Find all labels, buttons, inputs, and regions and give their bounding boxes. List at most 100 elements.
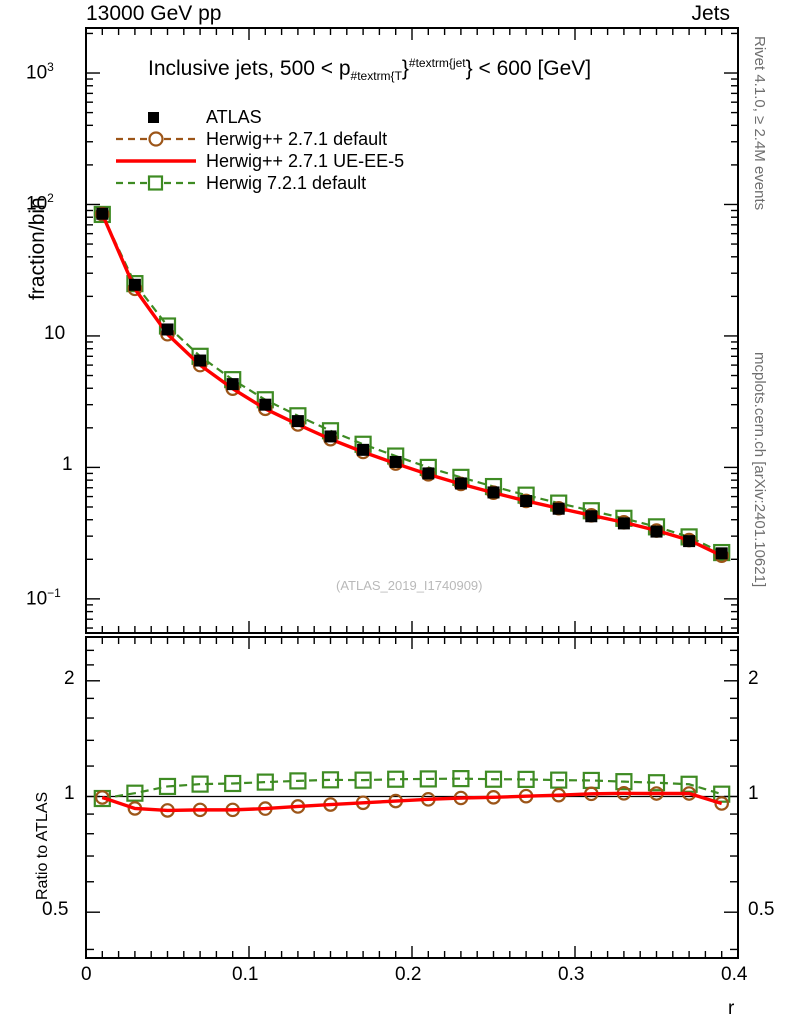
main-marker-open-circle xyxy=(257,401,273,417)
ratio-line-herwig-2-7-1-ue-ee-5 xyxy=(101,791,723,813)
ratio-marker-open-square xyxy=(550,771,568,789)
side-label-bottom: mcplots.cern.ch [arXiv:2401.10621] xyxy=(751,352,786,587)
main-marker-filled-square xyxy=(357,443,370,456)
ytick-exponent: −1 xyxy=(47,585,61,600)
main-marker-filled-square xyxy=(520,495,533,508)
ratio-marker-open-circle xyxy=(583,786,599,802)
ratio-marker-open-square xyxy=(713,785,731,803)
ratio-marker-open-circle xyxy=(225,802,240,818)
main-marker-open-circle xyxy=(355,444,371,460)
legend-marker-atlas xyxy=(148,112,159,123)
main-panel-title: Inclusive jets, 500 < p#textrm{T}#textrm… xyxy=(148,56,591,83)
ratio-marker-open-circle xyxy=(160,803,175,818)
ratio-ytick-label: 1 xyxy=(748,783,759,805)
ratio-marker-open-square xyxy=(484,770,503,788)
main-ytick-label: 102 xyxy=(26,191,54,215)
main-marker-open-circle xyxy=(714,548,729,563)
ratio-marker-open-circle xyxy=(649,786,664,801)
xaxis-label: r xyxy=(728,998,735,1019)
main-marker-filled-square xyxy=(422,467,435,480)
ratio-marker-open-circle xyxy=(355,795,371,811)
xtick-label: 0.2 xyxy=(395,964,422,985)
legend-marker-herwigpp-ueee5 xyxy=(116,159,196,163)
main-marker-open-square xyxy=(484,477,503,496)
main-marker-filled-square xyxy=(715,547,728,560)
ytick-base: 1 xyxy=(62,454,73,476)
ratio-panel-frame xyxy=(85,636,739,959)
ratio-marker-open-square xyxy=(321,771,340,789)
main-marker-open-circle xyxy=(388,456,403,471)
main-marker-open-square xyxy=(419,458,437,477)
main-marker-open-square xyxy=(289,407,307,425)
legend-item-herwigpp-ueee5: Herwig++ 2.7.1 UE-EE-5 xyxy=(114,150,404,172)
ratio-marker-open-circle xyxy=(681,786,697,801)
xtick-label: 0 xyxy=(81,964,92,985)
main-marker-open-circle xyxy=(551,500,566,516)
main-marker-open-square xyxy=(680,528,698,546)
ratio-marker-open-circle xyxy=(257,801,273,816)
main-marker-open-circle xyxy=(649,523,664,538)
ratio-marker-open-square xyxy=(93,789,111,808)
main-line-herwig-7-2-1-default xyxy=(101,213,723,554)
ratio-marker-open-circle xyxy=(192,802,208,818)
main-ytick-label: 1 xyxy=(62,454,73,476)
ytick-base: 10 xyxy=(44,322,66,344)
main-ylabel: fraction/bin xyxy=(26,197,129,324)
main-marker-open-square xyxy=(224,371,242,389)
ytick-exponent: 3 xyxy=(47,60,54,75)
ratio-marker-open-circle xyxy=(518,788,534,804)
ratio-marker-open-square xyxy=(517,770,535,788)
main-marker-filled-square xyxy=(650,525,663,538)
main-marker-open-circle xyxy=(290,417,306,432)
main-marker-filled-square xyxy=(194,354,207,367)
side-label-bottom-text: mcplots.cern.ch [arXiv:2401.10621] xyxy=(751,352,768,588)
ratio-line-herwig-7-2-1-default xyxy=(102,777,723,800)
main-marker-open-circle xyxy=(420,467,436,482)
main-line-herwig-2-7-1-ue-ee-5 xyxy=(100,213,723,558)
main-marker-open-square xyxy=(321,422,340,440)
main-marker-open-circle xyxy=(616,515,632,530)
legend-marker-herwig721-default xyxy=(116,175,196,191)
legend-item-herwigpp-default: Herwig++ 2.7.1 default xyxy=(114,128,387,150)
main-marker-filled-square xyxy=(454,477,467,490)
ratio-marker-open-circle xyxy=(388,793,403,809)
main-marker-filled-square xyxy=(161,323,174,336)
header-left: 13000 GeV pp xyxy=(86,2,222,25)
main-marker-filled-square xyxy=(259,398,272,411)
main-marker-filled-square xyxy=(226,378,239,391)
ratio-line-herwig-2-7-1-default xyxy=(101,792,723,812)
main-marker-filled-square xyxy=(96,207,109,220)
ratio-marker-open-circle xyxy=(616,786,632,801)
ytick-base: 10 xyxy=(26,62,48,84)
ratio-ytick-label: 2 xyxy=(748,667,759,689)
main-marker-open-square xyxy=(713,543,731,562)
legend-label-herwigpp-ueee5: Herwig++ 2.7.1 UE-EE-5 xyxy=(206,151,405,171)
ratio-marker-open-square xyxy=(354,771,372,789)
ratio-marker-open-circle xyxy=(486,790,501,805)
ratio-ytick-label: 1 xyxy=(64,783,75,805)
main-marker-open-circle xyxy=(323,431,338,447)
main-marker-open-square xyxy=(582,502,600,520)
ytick-exponent: 2 xyxy=(47,191,54,206)
ytick-base: 10 xyxy=(26,588,48,610)
main-marker-filled-square xyxy=(552,502,565,515)
main-marker-open-square xyxy=(387,447,405,465)
xtick-label: 0.1 xyxy=(232,964,259,985)
title-part-1: Inclusive jets, 500 < p xyxy=(148,57,351,80)
main-marker-open-square xyxy=(158,317,177,335)
ratio-marker-open-circle xyxy=(323,797,338,812)
ratio-marker-open-circle xyxy=(95,790,110,805)
title-part-2: } < 600 [GeV] xyxy=(465,57,592,80)
main-marker-open-square xyxy=(647,518,666,536)
ratio-marker-open-square xyxy=(387,770,405,788)
main-marker-open-circle xyxy=(583,508,599,523)
ratio-marker-open-circle xyxy=(127,801,143,816)
main-ytick-label: 10 xyxy=(44,323,65,345)
main-marker-open-circle xyxy=(486,485,501,501)
main-marker-open-square xyxy=(550,494,568,512)
title-sub-1: #textrm{T xyxy=(350,69,402,84)
legend-label-herwig721-default: Herwig 7.2.1 default xyxy=(206,173,367,193)
main-marker-open-circle xyxy=(453,476,469,492)
main-marker-open-circle xyxy=(127,281,143,297)
